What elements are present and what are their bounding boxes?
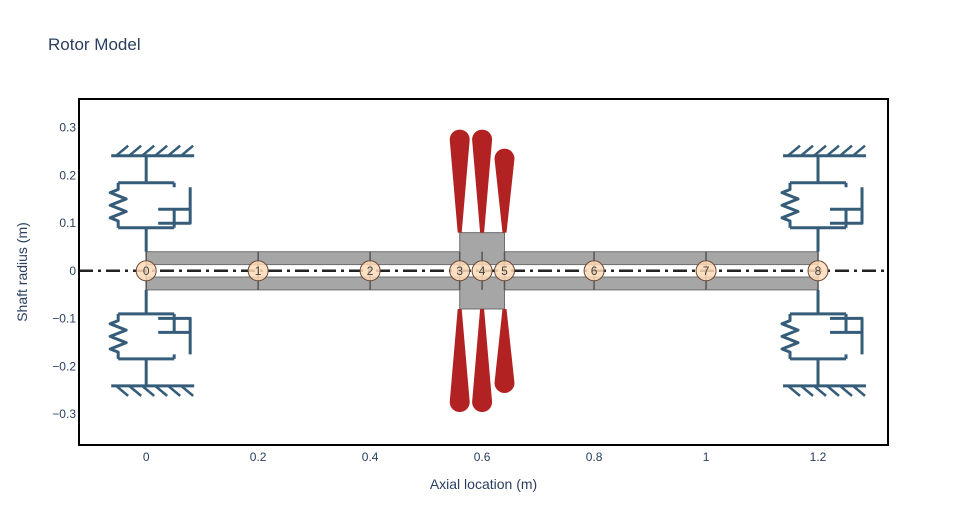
node-label-8: 8 (815, 264, 822, 278)
x-axis-label: Axial location (m) (430, 476, 537, 492)
x-tick-label: 1.2 (810, 450, 827, 464)
y-tick-label: −0.1 (52, 312, 76, 326)
y-tick-labels: −0.3 −0.2 −0.1 0 0.1 0.2 0.3 (52, 121, 76, 421)
node-marker-6 (583, 260, 605, 282)
bearing-0-top-spring (108, 182, 128, 228)
x-tick-label: 0.6 (474, 450, 491, 464)
y-tick-label: 0.1 (59, 216, 76, 230)
plot-content: 0 1 2 3 4 5 6 7 8 (79, 129, 888, 413)
y-axis-label: Shaft radius (m) (14, 222, 30, 322)
bearing-0-bottom-spring (108, 313, 128, 359)
disk-2-upper (494, 148, 515, 233)
disk-1-upper (472, 129, 493, 233)
bearing-0 (108, 144, 195, 397)
bearing-8-top-damper-cylinder (830, 187, 864, 225)
y-tick-label: 0.2 (59, 168, 76, 182)
shaft-element-2-upper (503, 251, 819, 266)
bearing-8-bottom-hatch (787, 384, 866, 397)
bearing-0-top-damper-cylinder (158, 187, 192, 225)
y-tick-label: 0 (69, 264, 76, 278)
node-marker-2 (359, 260, 381, 282)
node-marker-3 (449, 260, 471, 282)
shaft-element-0-upper (145, 251, 461, 266)
x-tick-label: 1 (703, 450, 710, 464)
node-label-3: 3 (456, 264, 463, 278)
node-marker-5 (493, 260, 515, 282)
node-marker-0 (135, 260, 157, 282)
disk-1-lower (472, 308, 493, 413)
plot-area: 0 1 2 3 4 5 6 7 8 (78, 98, 889, 446)
x-tick-labels: 0 0.2 0.4 0.6 0.8 1 1.2 (143, 450, 827, 464)
bearing-0-top-hatch (115, 144, 194, 157)
x-tick-label: 0 (143, 450, 150, 464)
y-tick-label: −0.3 (52, 407, 76, 421)
bearing-8-bottom-damper-cylinder (830, 316, 864, 355)
node-marker-8 (807, 260, 829, 282)
disk-0-upper (449, 129, 470, 233)
node-label-1: 1 (255, 264, 262, 278)
node-label-6: 6 (591, 264, 598, 278)
node-label-7: 7 (703, 264, 710, 278)
shaft-element-2-lower (503, 276, 819, 291)
node-label-4: 4 (479, 264, 486, 278)
disk-2-lower (494, 308, 515, 393)
node-marker-4 (471, 260, 493, 282)
bearing-8-top-spring (780, 182, 800, 228)
y-tick-label: 0.3 (59, 121, 76, 135)
plot-frame (78, 98, 889, 446)
node-marker-1 (247, 260, 269, 282)
bearing-8-top-hatch (787, 144, 866, 157)
bearing-0-bottom-hatch (115, 384, 194, 397)
x-tick-label: 0.2 (250, 450, 267, 464)
node-label-5: 5 (501, 264, 508, 278)
bearing-8-bottom-spring (780, 313, 800, 359)
chart-title: Rotor Model (48, 35, 141, 54)
disk-0-lower (449, 308, 470, 413)
bearing-8 (780, 144, 867, 397)
node-marker-7 (695, 260, 717, 282)
node-label-0: 0 (143, 264, 150, 278)
node-label-2: 2 (367, 264, 374, 278)
bearing-0-bottom-damper-cylinder (158, 316, 192, 355)
x-tick-label: 0.4 (362, 450, 379, 464)
x-tick-label: 0.8 (586, 450, 603, 464)
y-tick-label: −0.2 (52, 359, 76, 373)
shaft-element-0-lower (145, 276, 461, 291)
